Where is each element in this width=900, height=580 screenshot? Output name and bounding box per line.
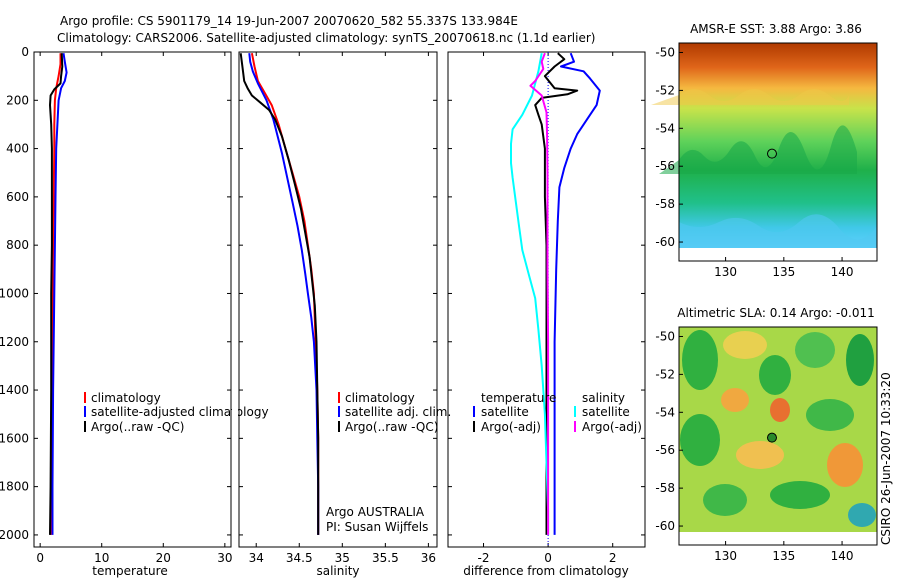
map-x-tick-label: 135 [772,265,795,279]
y-tick-label: 1200 [0,335,29,349]
legend-label-satellite: satellite adj. clim. [345,405,451,419]
sla-no-data [679,532,877,545]
x-tick-label: 10 [94,551,109,565]
x-tick-label: 2 [609,551,617,565]
y-tick-label: 0 [21,45,29,59]
map-y-tick-label: -58 [655,481,675,495]
map-x-tick-label: 140 [831,549,854,563]
map-x-tick-label: 135 [772,549,795,563]
difference-series [510,52,601,535]
x-tick-label: 36 [421,551,436,565]
sla-map [678,326,878,546]
y-tick-label: 600 [6,190,29,204]
series-line-satellite-adj-clim- [248,53,320,535]
salinity-ticks: 34 34.5 35 35.5 36 [239,51,437,565]
sst-no-data [679,248,877,261]
temperature-axes [33,51,232,548]
map-y-tick-label: -60 [655,235,675,249]
sst-map [651,42,878,262]
salinity-xlabel: salinity [316,564,359,578]
salinity-axes [238,51,438,548]
map-y-tick-label: -50 [655,45,675,59]
temperature-xlabel: temperature [92,564,167,578]
y-tick-label: 800 [6,238,29,252]
difference-ticks: -2 0 2 [448,51,645,565]
sla-argo-location-marker [766,432,777,443]
x-tick-label: 30 [217,551,232,565]
side-timestamp-label: CSIRO 26-Jun-2007 10:33:20 [879,372,893,545]
salinity-series [239,53,320,535]
map-y-tick-label: -52 [655,83,675,97]
map-y-tick-label: -58 [655,197,675,211]
series-line-argo-raw-qc- [239,53,320,535]
sst-ticks: 130 135 140 -50 -52 -54 -56 -58 -60 [655,45,853,279]
map-y-tick-label: -50 [655,329,675,343]
map-y-tick-label: -54 [655,121,675,135]
x-tick-label: -2 [478,551,490,565]
y-tick-label: 2000 [0,528,29,542]
salinity-legend: climatology satellite adj. clim. Argo(..… [338,391,451,434]
legend-title-salinity: salinity [582,391,625,405]
y-tick-label: 200 [6,93,29,107]
x-tick-label: 34 [249,551,264,565]
series-line-satellite-adjusted-climatology [51,53,68,535]
sst-map-title: AMSR-E SST: 3.88 Argo: 3.86 [690,22,862,36]
x-tick-label: 35.5 [372,551,399,565]
map-y-tick-label: -54 [655,405,675,419]
map-x-tick-label: 130 [714,265,737,279]
difference-xlabel: difference from climatology [463,564,629,578]
annotation-pi: PI: Susan Wijffels [326,520,428,534]
series-line-argo-raw-qc- [49,53,64,535]
temperature-legend: climatology satellite-adjusted climatolo… [84,391,269,434]
title-line2: Climatology: CARS2006. Satellite-adjuste… [57,31,595,45]
temperature-series [49,53,68,535]
y-tick-label: 400 [6,142,29,156]
sla-axes [678,326,878,546]
series-line-temperature-argo-adj- [534,52,579,535]
x-tick-label: 34.5 [286,551,313,565]
x-tick-label: 35 [335,551,350,565]
difference-axes [447,51,646,548]
map-y-tick-label: -60 [655,519,675,533]
sst-axes [678,42,878,262]
map-y-tick-label: -56 [655,443,675,457]
legend-label-argo: Argo(..raw -QC) [91,420,184,434]
legend-label-satellite: satellite-adjusted climatology [91,405,269,419]
sla-map-title: Altimetric SLA: 0.14 Argo: -0.011 [677,306,874,320]
y-tick-label: 1000 [0,286,29,300]
legend-title-temperature: temperature [481,391,556,405]
legend-label-sal-satellite: satellite [582,405,630,419]
y-tick-label: 1800 [0,480,29,494]
x-tick-label: 20 [156,551,171,565]
x-tick-label: 0 [544,551,552,565]
legend-label-sal-argo: Argo(-adj) [582,420,642,434]
title-line1: Argo profile: CS 5901179_14 19-Jun-2007 … [60,14,518,28]
map-x-tick-label: 130 [714,549,737,563]
legend-label-temp-satellite: satellite [481,405,529,419]
legend-label-argo: Argo(..raw -QC) [345,420,438,434]
series-line-salinity-satellite [510,53,550,535]
sla-ticks: 130 135 140 -50 -52 -54 -56 -58 -60 [655,329,853,563]
legend-label-climatology: climatology [91,391,161,405]
temperature-ticks: 0 10 20 30 0 200 400 600 800 1000 1200 1400 1600 1800… [0,45,232,565]
sst-argo-location-marker [766,148,777,159]
map-y-tick-label: -52 [655,367,675,381]
x-tick-label: 0 [36,551,44,565]
map-y-tick-label: -56 [655,159,675,173]
y-tick-label: 1600 [0,431,29,445]
series-line-salinity-argo-adj- [529,52,550,535]
legend-label-climatology: climatology [345,391,415,405]
difference-legend: temperature satellite Argo(-adj) salinit… [473,391,642,434]
annotation-argo-australia: Argo AUSTRALIA [326,505,425,519]
map-x-tick-label: 140 [831,265,854,279]
series-line-temperature-satellite [553,52,601,535]
y-tick-label: 1400 [0,383,29,397]
legend-label-temp-argo: Argo(-adj) [481,420,541,434]
